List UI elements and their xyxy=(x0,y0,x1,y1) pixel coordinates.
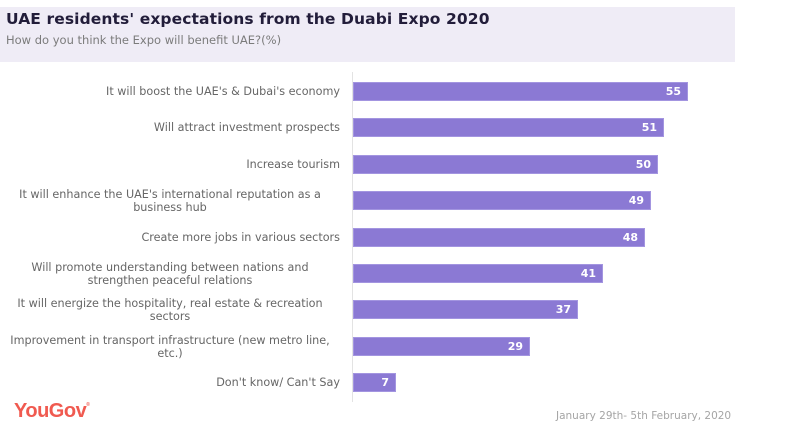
registered-mark: ® xyxy=(86,402,90,408)
category-label: Don't know/ Can't Say xyxy=(0,365,340,400)
bar xyxy=(353,191,651,210)
category-label: Improvement in transport infrastructure … xyxy=(0,329,340,364)
category-axis-line xyxy=(352,72,353,402)
bar xyxy=(353,118,664,137)
bar xyxy=(353,228,645,247)
bar xyxy=(353,264,603,283)
category-label: Increase tourism xyxy=(0,147,340,182)
bar xyxy=(353,337,530,356)
bar xyxy=(353,300,578,319)
bar-value-label: 29 xyxy=(507,340,523,353)
category-label-text: It will boost the UAE's & Dubai's econom… xyxy=(106,85,340,98)
yougov-logo: YouGov® xyxy=(14,400,90,423)
category-label-text: Will attract investment prospects xyxy=(153,121,340,134)
brand-name: YouGov xyxy=(14,400,87,422)
bar-value-label: 55 xyxy=(665,85,681,98)
chart-header: UAE residents' expectations from the Dua… xyxy=(0,7,735,62)
chart-subtitle: How do you think the Expo will benefit U… xyxy=(6,33,282,47)
category-label-text: It will energize the hospitality, real e… xyxy=(17,296,323,323)
survey-date-range: January 29th- 5th February, 2020 xyxy=(556,410,732,422)
bar xyxy=(353,155,658,174)
category-label-text: Don't know/ Can't Say xyxy=(216,376,340,389)
chart-title: UAE residents' expectations from the Dua… xyxy=(6,10,490,28)
bar xyxy=(353,373,396,392)
category-label: It will boost the UAE's & Dubai's econom… xyxy=(0,74,340,109)
category-label: Create more jobs in various sectors xyxy=(0,220,341,255)
category-label: It will enhance the UAE's international … xyxy=(0,183,340,218)
category-label: It will energize the hospitality, real e… xyxy=(0,292,340,327)
category-label-text: Create more jobs in various sectors xyxy=(141,231,341,244)
bar-value-label: 7 xyxy=(381,376,389,389)
bar-value-label: 50 xyxy=(635,158,651,171)
category-label: Will promote understanding between natio… xyxy=(0,256,340,291)
category-label-text: It will enhance the UAE's international … xyxy=(19,187,321,214)
bar-value-label: 49 xyxy=(628,194,644,207)
bar-value-label: 48 xyxy=(622,231,638,244)
category-label: Will attract investment prospects xyxy=(0,110,340,145)
category-label-text: Will promote understanding between natio… xyxy=(31,260,309,287)
bar xyxy=(353,82,688,101)
category-label-text: Improvement in transport infrastructure … xyxy=(10,333,330,360)
bar-value-label: 51 xyxy=(641,121,657,134)
bar-value-label: 37 xyxy=(555,303,571,316)
bar-value-label: 41 xyxy=(580,267,596,280)
category-label-text: Increase tourism xyxy=(246,158,340,171)
